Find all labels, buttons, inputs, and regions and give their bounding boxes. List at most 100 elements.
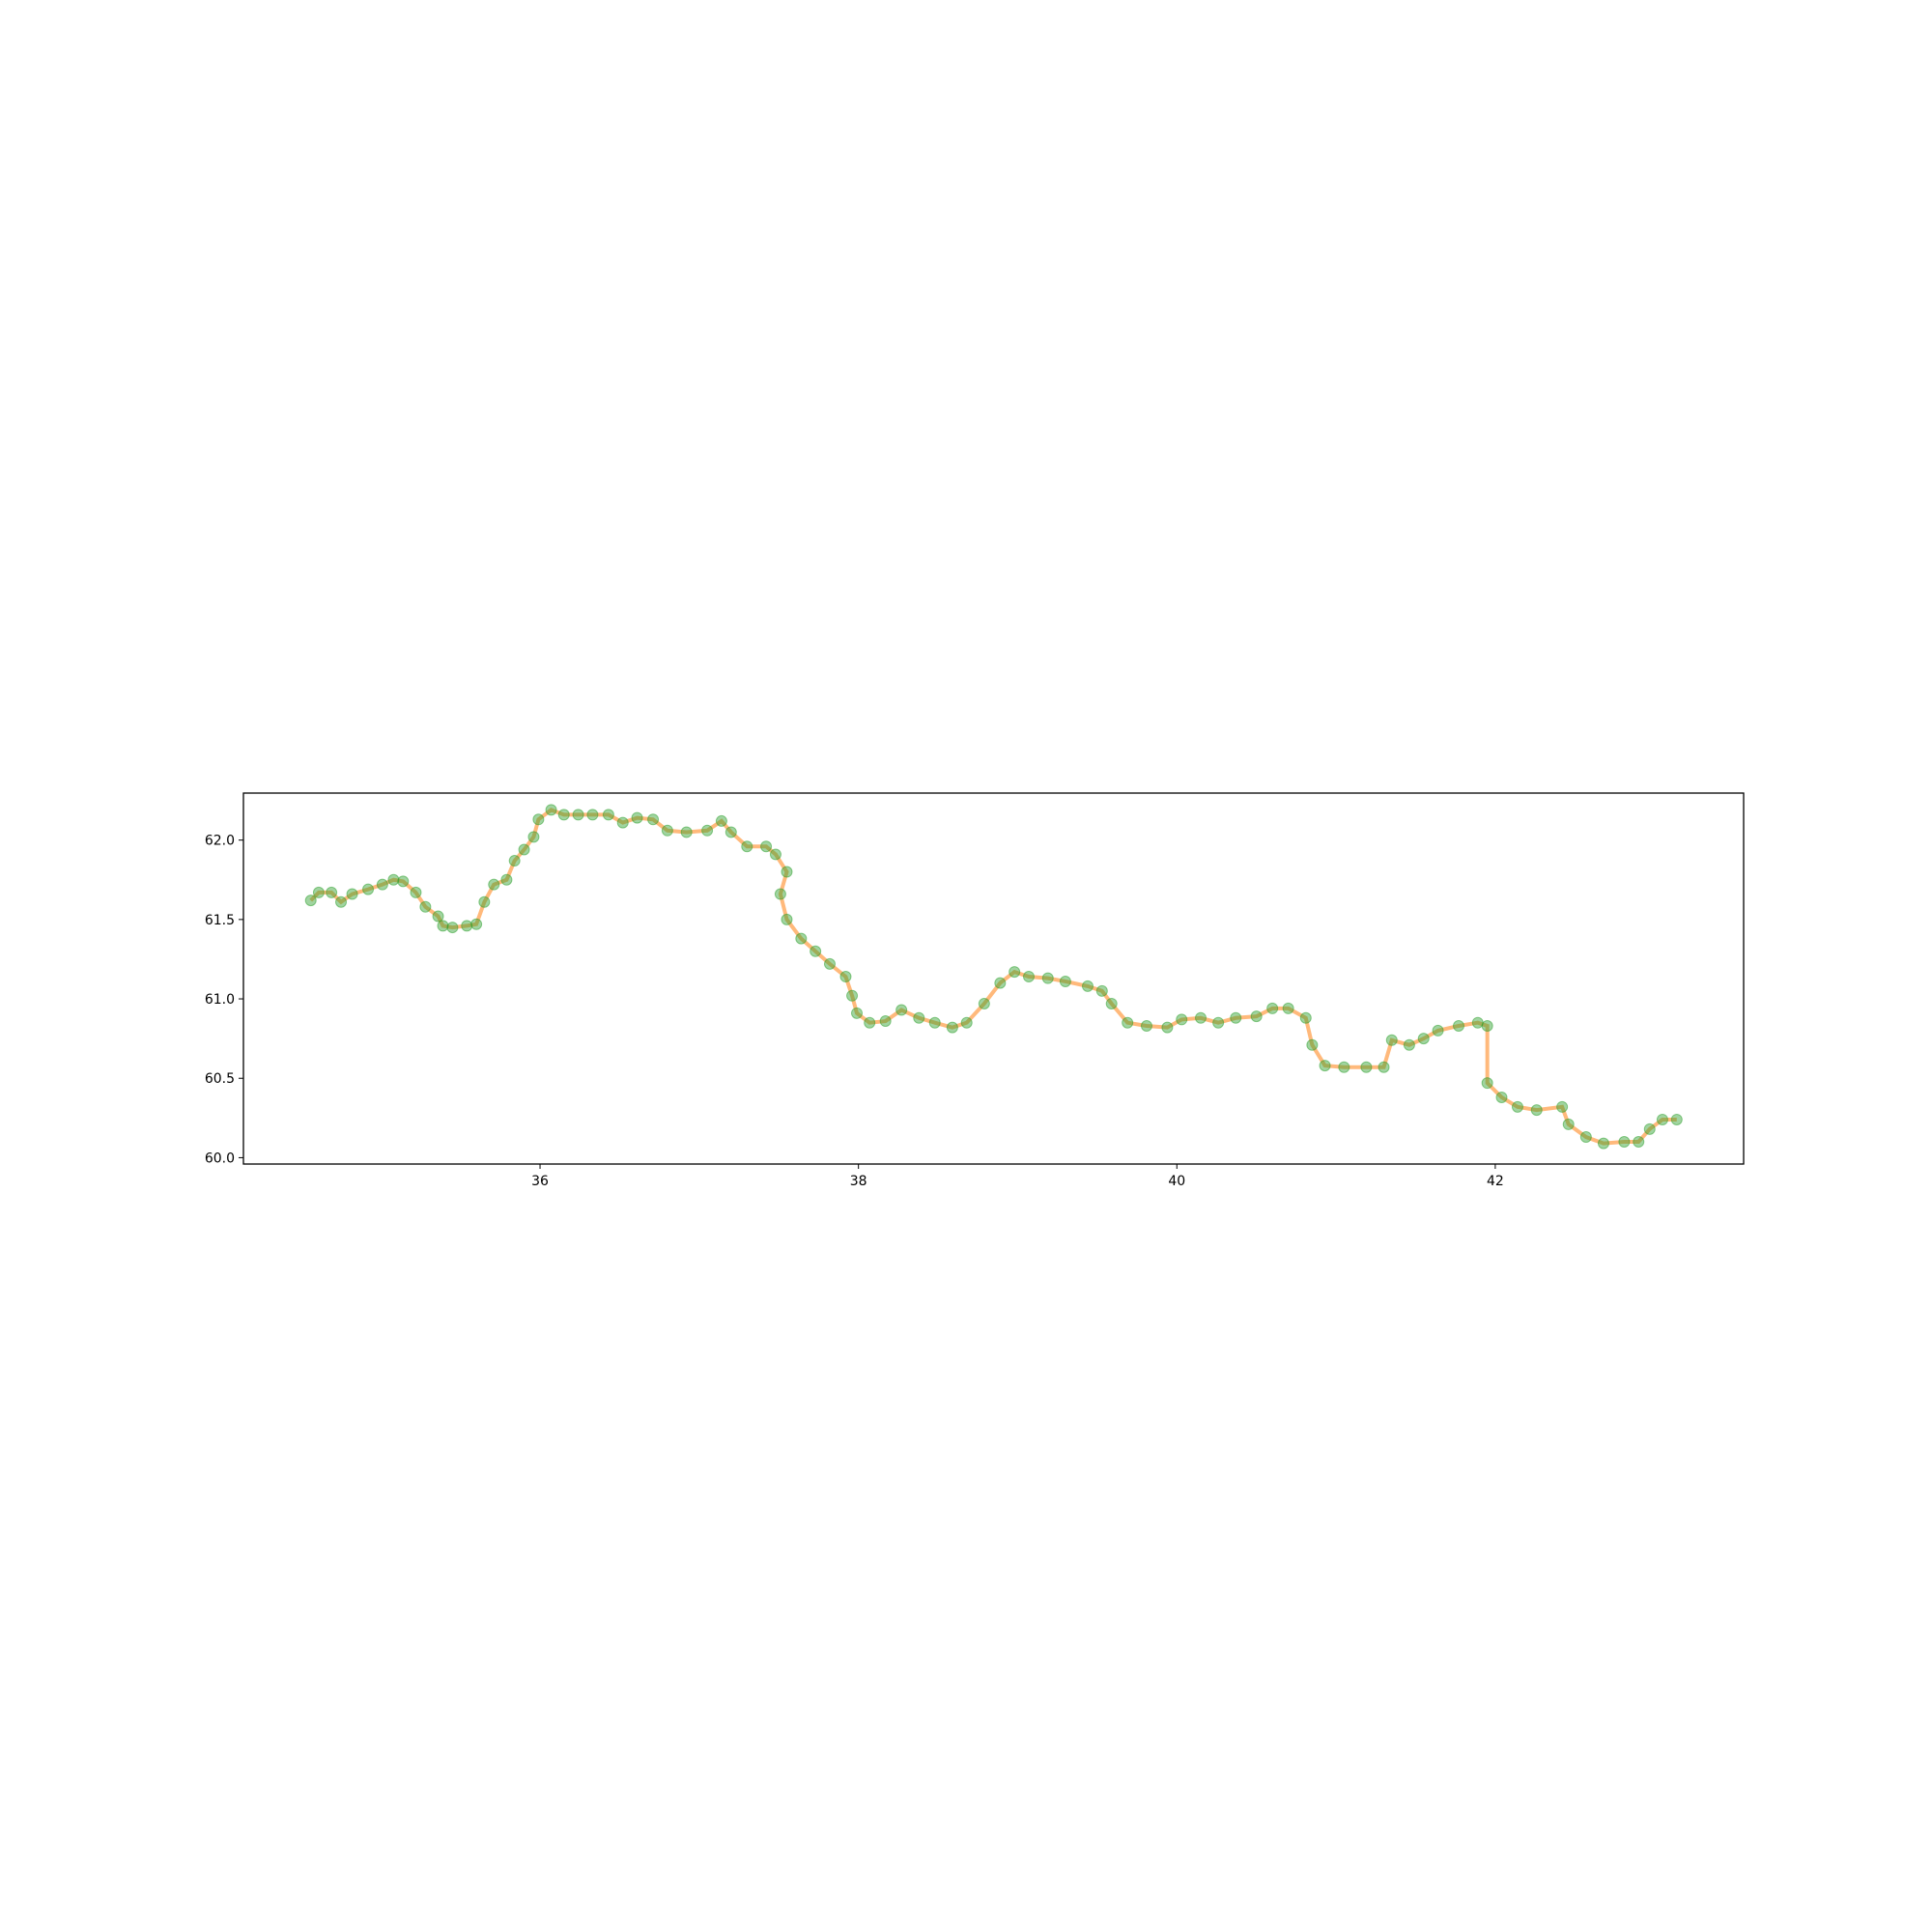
point	[387, 873, 400, 886]
point	[1452, 1019, 1464, 1032]
point	[1643, 1122, 1656, 1135]
point	[1633, 1135, 1645, 1148]
point	[781, 866, 793, 878]
point	[724, 826, 737, 838]
point	[1161, 1021, 1174, 1034]
point	[488, 878, 500, 891]
point	[410, 886, 422, 898]
point	[518, 843, 530, 856]
point	[1282, 1002, 1294, 1014]
x-tick-label: 36	[531, 1174, 549, 1189]
point	[1023, 971, 1036, 983]
point	[680, 826, 693, 838]
point	[741, 840, 753, 853]
point	[1385, 1034, 1398, 1046]
point	[1140, 1019, 1152, 1032]
point	[1230, 1011, 1242, 1024]
point	[978, 997, 990, 1009]
point	[928, 1016, 941, 1029]
point	[1495, 1091, 1508, 1103]
point	[823, 957, 836, 970]
point	[1481, 1019, 1493, 1032]
point	[376, 878, 388, 891]
y-tick-label: 61.0	[205, 992, 235, 1008]
point	[781, 913, 793, 925]
point	[397, 875, 410, 888]
point	[1378, 1061, 1390, 1073]
point	[864, 1016, 876, 1029]
point	[1176, 1013, 1188, 1026]
point	[1306, 1038, 1319, 1051]
point	[304, 895, 317, 907]
point	[557, 809, 570, 821]
point	[960, 1016, 973, 1029]
point	[432, 910, 444, 923]
point	[701, 824, 714, 837]
point	[1579, 1131, 1592, 1144]
point	[715, 814, 727, 827]
point	[1417, 1033, 1430, 1045]
point	[647, 813, 660, 826]
point	[470, 918, 483, 930]
point	[446, 922, 459, 934]
point	[419, 900, 432, 913]
point	[616, 816, 629, 829]
point	[1041, 972, 1054, 984]
point	[1338, 1061, 1350, 1073]
point	[631, 811, 643, 824]
point	[851, 1007, 864, 1019]
point	[1212, 1016, 1225, 1029]
point	[326, 886, 338, 898]
point	[994, 977, 1007, 989]
point	[879, 1015, 892, 1028]
point	[532, 813, 545, 826]
point	[774, 888, 786, 900]
point	[810, 945, 822, 957]
point	[846, 989, 859, 1002]
point	[572, 809, 584, 821]
x-tick-label: 42	[1487, 1174, 1504, 1189]
point	[1556, 1100, 1569, 1113]
point	[1670, 1113, 1683, 1125]
point	[312, 886, 325, 898]
point	[527, 831, 540, 843]
point	[1266, 1002, 1279, 1014]
point	[1481, 1077, 1493, 1090]
point	[1360, 1061, 1373, 1073]
point	[769, 848, 781, 861]
point	[508, 855, 521, 867]
point	[1597, 1137, 1609, 1150]
point	[586, 809, 599, 821]
point	[1656, 1113, 1668, 1125]
point	[335, 895, 348, 908]
point	[895, 1004, 908, 1016]
point	[1562, 1118, 1575, 1130]
point	[1471, 1016, 1484, 1029]
point	[1009, 966, 1021, 979]
point	[760, 840, 773, 853]
point	[1105, 997, 1118, 1009]
track-line	[309, 808, 1677, 1146]
point	[346, 888, 358, 900]
point	[500, 873, 513, 886]
point	[1530, 1104, 1543, 1117]
point	[661, 824, 673, 837]
point	[1122, 1016, 1134, 1029]
point	[1081, 980, 1094, 992]
point	[1250, 1010, 1263, 1023]
point	[1403, 1038, 1415, 1051]
point	[1432, 1024, 1444, 1037]
point	[839, 971, 852, 983]
x-tick-label: 38	[850, 1174, 867, 1189]
point	[1511, 1100, 1523, 1113]
y-tick-label: 61.5	[205, 913, 235, 928]
y-tick-label: 60.5	[205, 1071, 235, 1087]
point	[1194, 1011, 1207, 1024]
axes-frame	[242, 792, 1745, 1165]
point	[545, 804, 557, 816]
point	[946, 1021, 958, 1034]
y-tick-label: 62.0	[205, 834, 235, 849]
point	[437, 920, 449, 932]
point	[1299, 1011, 1312, 1024]
point	[913, 1011, 925, 1024]
